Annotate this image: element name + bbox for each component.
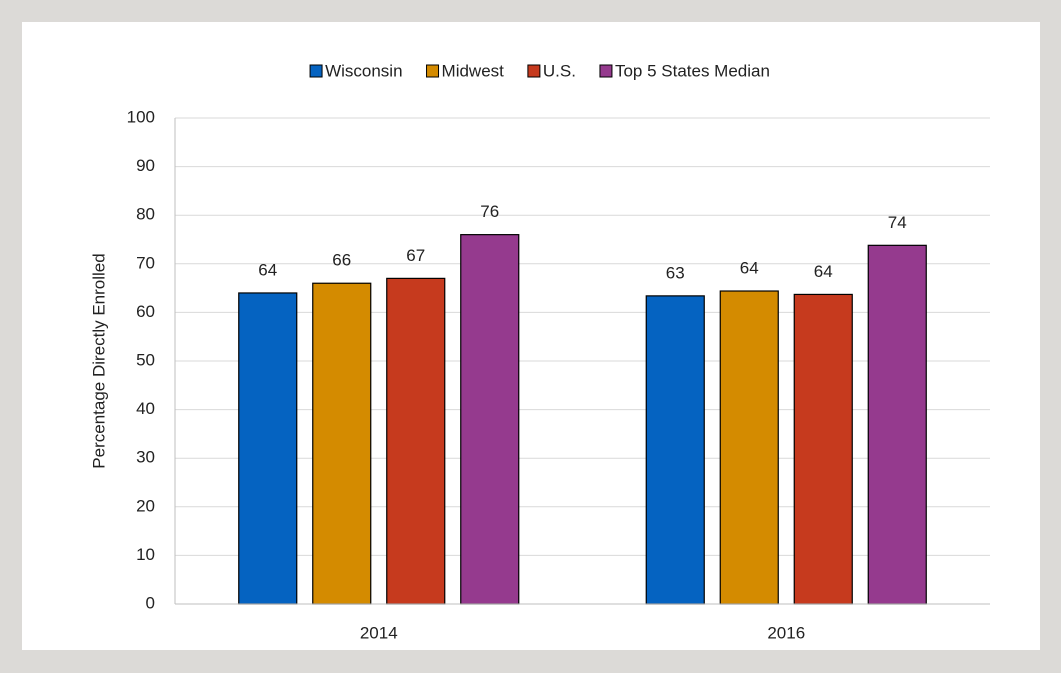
legend-label: Midwest: [442, 61, 505, 80]
y-tick-label: 0: [146, 593, 155, 612]
data-label: 63: [666, 263, 685, 282]
bar: [719, 290, 779, 605]
data-label: 76: [480, 202, 499, 221]
legend-swatch: [527, 64, 541, 78]
data-label: 74: [888, 213, 907, 232]
y-tick-label: 100: [127, 107, 155, 126]
legend-label: Top 5 States Median: [615, 61, 770, 80]
data-label: 64: [814, 262, 833, 281]
bar: [460, 234, 520, 605]
y-tick-label: 60: [136, 302, 155, 321]
x-tick-label: 2016: [767, 623, 805, 642]
y-tick-label: 20: [136, 496, 155, 515]
bar: [867, 244, 927, 605]
legend-swatch: [599, 64, 613, 78]
y-tick-label: 80: [136, 205, 155, 224]
data-label: 64: [258, 260, 277, 279]
y-tick-label: 50: [136, 350, 155, 369]
data-label: 66: [332, 251, 351, 270]
y-tick-label: 10: [136, 545, 155, 564]
legend-swatch: [309, 64, 323, 78]
bar: [386, 277, 446, 605]
legend-label: Wisconsin: [325, 61, 402, 80]
y-tick-label: 40: [136, 399, 155, 418]
y-tick-label: 30: [136, 448, 155, 467]
legend-swatch: [426, 64, 440, 78]
data-label: 67: [406, 246, 425, 265]
bar: [312, 282, 372, 605]
bar: [645, 295, 705, 605]
bar: [238, 292, 298, 605]
data-label: 64: [740, 259, 759, 278]
bar: [793, 293, 853, 605]
x-tick-label: 2014: [360, 623, 398, 642]
y-tick-label: 90: [136, 156, 155, 175]
y-tick-label: 70: [136, 253, 155, 272]
legend-label: U.S.: [543, 61, 576, 80]
y-axis-label: Percentage Directly Enrolled: [89, 253, 108, 468]
